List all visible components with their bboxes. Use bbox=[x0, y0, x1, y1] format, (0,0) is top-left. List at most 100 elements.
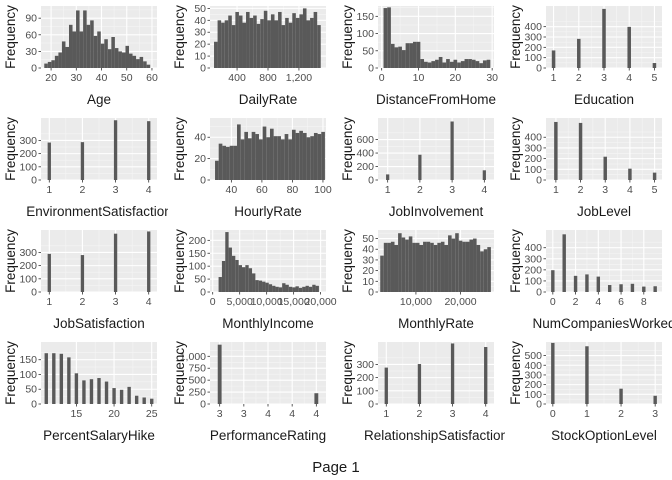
histogram-bar bbox=[281, 25, 286, 68]
x-axis-title: JobInvolvement bbox=[389, 204, 484, 219]
histogram-bar bbox=[111, 37, 115, 68]
histogram-bar bbox=[68, 24, 73, 69]
histogram-bar bbox=[238, 15, 243, 69]
y-tick-label: 200 bbox=[356, 161, 374, 173]
histogram-bar bbox=[573, 275, 578, 292]
histogram-bar bbox=[387, 242, 391, 292]
y-tick-label: 200 bbox=[356, 372, 374, 384]
histogram-bar bbox=[551, 270, 555, 292]
histogram-bar bbox=[305, 285, 309, 292]
histogram-bar bbox=[321, 131, 325, 180]
histogram-bar bbox=[462, 241, 466, 292]
histogram-bar bbox=[458, 240, 463, 292]
x-tick-label: 5 bbox=[652, 184, 658, 196]
x-axis-title: DailyRate bbox=[239, 92, 298, 107]
histogram-bar bbox=[627, 26, 631, 68]
x-tick-label: 4 bbox=[627, 184, 633, 196]
histogram-bar bbox=[231, 25, 236, 68]
histogram-bar bbox=[473, 238, 477, 292]
x-tick-label: 0 bbox=[550, 408, 556, 420]
y-tick-label: 0 bbox=[200, 63, 206, 75]
histogram-bar bbox=[278, 11, 282, 68]
y-tick-label: 250 bbox=[188, 387, 206, 399]
x-tick-label: 3 bbox=[241, 408, 247, 420]
histogram-bar bbox=[146, 64, 151, 68]
y-tick-label: 0 bbox=[368, 399, 374, 411]
histogram-bar bbox=[486, 59, 491, 68]
histogram-bar bbox=[424, 61, 428, 68]
histogram-bar bbox=[76, 10, 80, 68]
histogram-bar bbox=[274, 20, 279, 68]
histogram-bar bbox=[52, 353, 56, 404]
x-axis-title: Education bbox=[574, 92, 634, 107]
histogram-bar bbox=[269, 128, 274, 180]
histogram-bar bbox=[112, 388, 116, 404]
x-axis-title: HourlyRate bbox=[234, 204, 302, 219]
x-tick-label: 1,200 bbox=[286, 72, 312, 84]
x-tick-label: 30 bbox=[70, 72, 82, 84]
histogram-age: 0 30 60 90 20 30 40 50 60 Age Frequency bbox=[3, 5, 158, 107]
x-tick-label: 20 bbox=[45, 72, 57, 84]
y-tick-label: 0 bbox=[368, 175, 374, 187]
x-tick-label: 3 bbox=[113, 184, 119, 196]
y-tick-label: 400 bbox=[524, 242, 542, 254]
histogram-bar bbox=[435, 59, 439, 68]
y-tick-label: 0 bbox=[31, 63, 37, 75]
x-tick-label: 1 bbox=[383, 408, 389, 420]
x-tick-label: 1 bbox=[46, 296, 52, 308]
histogram-bar bbox=[483, 249, 488, 292]
histogram-bar bbox=[299, 130, 303, 180]
histogram-bar bbox=[83, 10, 87, 68]
histogram-bar bbox=[310, 17, 314, 68]
histogram-bar bbox=[585, 274, 589, 292]
histogram-bar bbox=[628, 168, 632, 180]
x-tick-label: 2 bbox=[573, 296, 579, 308]
x-tick-label: 400 bbox=[228, 72, 246, 84]
x-tick-label: 4 bbox=[595, 296, 601, 308]
x-tick-label: 3 bbox=[450, 408, 456, 420]
histogram-bar bbox=[438, 56, 443, 68]
y-tick-label: 400 bbox=[356, 148, 374, 160]
x-tick-label: 6 bbox=[618, 296, 624, 308]
histogram-bar bbox=[412, 242, 416, 292]
histogram-bar bbox=[255, 134, 259, 180]
histogram-percent-salary-hike: 0 50 100 150 15 20 25 PercentSalaryHike Frequenc… bbox=[3, 341, 158, 443]
histogram-bar bbox=[451, 238, 456, 292]
x-tick-label: 1 bbox=[385, 184, 391, 196]
y-tick-label: 300 bbox=[356, 359, 374, 371]
x-tick-label: 3 bbox=[652, 408, 658, 420]
x-tick-label: 2 bbox=[80, 184, 86, 196]
histogram-bar bbox=[61, 41, 66, 68]
histogram-bar bbox=[262, 126, 267, 180]
histogram-bar bbox=[255, 280, 259, 292]
y-tick-label: 0 bbox=[200, 287, 206, 299]
y-tick-label: 300 bbox=[19, 247, 37, 259]
y-tick-label: 90 bbox=[25, 13, 37, 25]
histogram-bar bbox=[465, 241, 470, 292]
y-tick-label: 0 bbox=[31, 175, 37, 187]
histogram-bar bbox=[44, 63, 48, 68]
y-axis-title: Frequency bbox=[340, 5, 355, 69]
histogram-bar bbox=[275, 286, 279, 292]
y-tick-label: 10 bbox=[194, 51, 206, 63]
y-tick-label: 0 bbox=[536, 175, 542, 187]
x-tick-label: 60 bbox=[146, 72, 158, 84]
y-axis-title: Frequency bbox=[3, 117, 18, 181]
y-tick-label: 100 bbox=[356, 385, 374, 397]
histogram-bar bbox=[619, 388, 623, 404]
x-axis-title: JobLevel bbox=[577, 204, 631, 219]
x-tick-label: 1 bbox=[46, 184, 52, 196]
x-tick-label: 4 bbox=[626, 72, 632, 84]
y-tick-label: 300 bbox=[524, 369, 542, 381]
y-tick-label: 400 bbox=[524, 360, 542, 372]
histogram-bar bbox=[480, 251, 484, 292]
histogram-bar bbox=[298, 287, 303, 292]
x-tick-label: 40 bbox=[96, 72, 108, 84]
histogram-bar bbox=[417, 364, 422, 404]
y-tick-label: 200 bbox=[19, 148, 37, 160]
histogram-bar bbox=[267, 20, 271, 68]
x-tick-label: 10,000 bbox=[251, 296, 283, 308]
y-tick-label: 100 bbox=[524, 275, 542, 287]
y-axis-title: Frequency bbox=[172, 341, 187, 405]
